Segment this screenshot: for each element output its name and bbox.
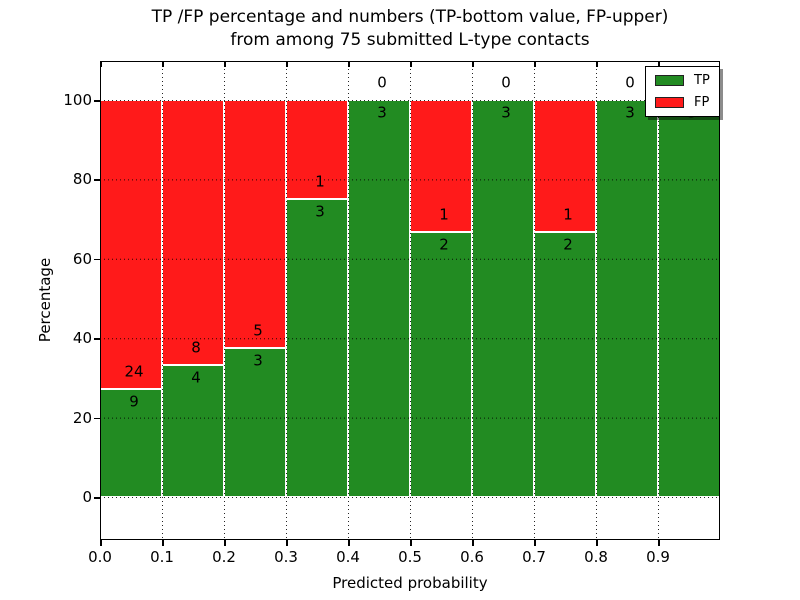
x-tick-label: 0.4 — [336, 548, 360, 566]
bar-segment-tp — [472, 100, 534, 497]
tick-mark — [472, 540, 474, 546]
tick-mark — [224, 61, 226, 67]
chart-title-line2: from among 75 submitted L-type contacts — [230, 30, 590, 50]
bar-segment-tp — [286, 199, 348, 497]
bar-segment-fp — [100, 100, 162, 389]
bar-annotations-layer: 249845313031203120303 — [100, 61, 720, 540]
bar-label-tp: 3 — [253, 351, 263, 370]
legend-label-tp: TP — [694, 73, 710, 88]
tick-mark — [224, 540, 226, 546]
tick-mark — [94, 179, 100, 181]
x-tick-label: 0.6 — [460, 548, 484, 566]
bar-label-fp: 0 — [501, 73, 511, 92]
tick-mark — [410, 540, 412, 546]
bar-segment-fp — [410, 100, 472, 233]
x-axis-label: Predicted probability — [332, 574, 488, 592]
tick-mark — [162, 540, 164, 546]
y-tick-label: 60 — [72, 249, 92, 268]
bar-label-tp: 3 — [501, 103, 511, 122]
tick-mark — [162, 61, 164, 67]
tick-mark — [94, 417, 100, 420]
x-tick-label: 0.3 — [274, 548, 298, 566]
tick-mark — [472, 61, 474, 67]
fp-swatch-icon — [655, 97, 684, 108]
bar-label-fp: 1 — [315, 172, 325, 191]
legend-item-tp: TP — [655, 73, 710, 88]
tick-mark — [534, 540, 536, 546]
bar-label-tp: 2 — [563, 235, 573, 254]
bar-label-fp: 0 — [625, 73, 635, 92]
legend: TP FP — [645, 66, 720, 117]
tick-mark — [100, 61, 102, 67]
bar-label-fp: 8 — [191, 338, 201, 357]
tick-mark — [286, 540, 288, 546]
bar-segment-tp — [596, 100, 658, 497]
bar-segment-tp — [224, 348, 286, 497]
y-tick-label: 80 — [72, 170, 92, 189]
bar-label-fp: 24 — [124, 362, 144, 381]
tick-mark — [410, 61, 412, 67]
bar-label-fp: 1 — [439, 205, 449, 224]
bar-label-tp: 3 — [377, 103, 387, 122]
y-tick-label: 100 — [63, 91, 92, 109]
chart-title-line1: TP /FP percentage and numbers (TP-bottom… — [151, 7, 669, 27]
bar-label-tp: 2 — [439, 235, 449, 254]
tick-mark — [348, 61, 350, 67]
bar-segment-tp — [348, 100, 410, 497]
tick-mark — [94, 497, 100, 499]
bars-layer — [100, 61, 720, 540]
x-tick-label: 0.2 — [212, 548, 236, 566]
legend-item-fp: FP — [655, 95, 710, 110]
bar-label-tp: 4 — [191, 368, 201, 387]
tick-mark — [94, 258, 100, 261]
legend-label-fp: FP — [694, 95, 710, 110]
y-tick-label: 40 — [72, 329, 92, 348]
x-tick-label: 0.0 — [88, 548, 112, 566]
plot-area: 249845313031203120303 TP FP — [100, 61, 720, 540]
bar-segment-fp — [162, 100, 224, 365]
bar-label-tp: 3 — [625, 103, 635, 122]
chart-title: TP /FP percentage and numbers (TP-bottom… — [100, 6, 720, 52]
gridlines — [100, 61, 720, 540]
bar-label-fp: 0 — [377, 73, 387, 92]
bar-segment-tp — [534, 232, 596, 497]
bar-segment-fp — [224, 100, 286, 349]
tick-mark — [596, 61, 598, 67]
bar-label-fp: 1 — [563, 205, 573, 224]
x-tick-label: 0.8 — [584, 548, 608, 566]
bar-label-fp: 5 — [253, 321, 263, 340]
tick-mark — [596, 540, 598, 546]
tick-mark — [100, 540, 102, 546]
x-tick-label: 0.5 — [398, 548, 422, 566]
bar-segment-tp — [162, 364, 224, 497]
tp-swatch-icon — [655, 75, 684, 86]
tick-mark — [348, 540, 350, 546]
y-tick-label: 0 — [82, 488, 92, 506]
y-tick-label: 20 — [72, 408, 92, 427]
x-tick-label: 0.7 — [522, 548, 546, 566]
bar-segment-fp — [534, 100, 596, 233]
x-tick-label: 0.9 — [646, 548, 670, 566]
bar-label-tp: 3 — [315, 202, 325, 221]
bar-segment-tp — [410, 232, 472, 497]
tick-mark — [94, 100, 100, 102]
x-tick-label: 0.1 — [150, 548, 174, 566]
tick-mark — [658, 540, 660, 546]
tick-mark — [658, 61, 660, 67]
bar-label-tp: 9 — [129, 392, 139, 411]
tick-mark — [534, 61, 536, 67]
tick-mark — [94, 338, 100, 340]
tick-mark — [286, 61, 288, 67]
